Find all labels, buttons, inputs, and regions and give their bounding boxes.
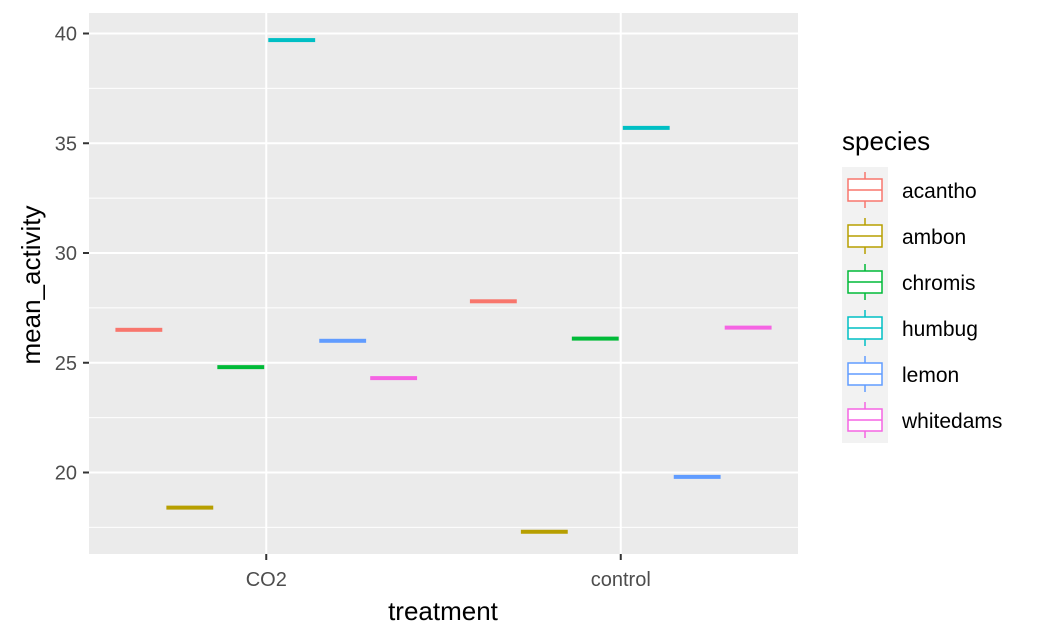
x-axis-title: treatment [388,596,499,626]
major-gridlines [89,13,798,554]
box-ambon-co2 [166,505,214,510]
legend-item-humbug: humbug [842,305,978,351]
box-humbug-co2 [268,38,316,43]
box-acantho-control [469,299,517,304]
y-tick-label: 25 [55,353,77,375]
box-chromis-control [571,336,619,341]
legend-title: species [842,126,930,156]
box-acantho-co2 [115,327,163,332]
panel-background [89,13,798,554]
legend-item-whitedams: whitedams [842,397,1002,443]
legend-label-chromis: chromis [902,272,976,295]
legend-label-acantho: acantho [902,180,977,203]
y-tick-label: 40 [55,24,77,46]
legend-label-ambon: ambon [902,226,966,249]
legend: species acantho ambon chromis humbug lemon wh… [842,126,1002,443]
box-marks [115,38,772,534]
box-lemon-co2 [319,338,367,343]
x-tick-label: CO2 [246,569,287,591]
box-ambon-control [520,529,568,534]
legend-item-ambon: ambon [842,213,966,259]
box-humbug-control [622,125,670,130]
box-whitedams-control [724,325,772,330]
legend-item-lemon: lemon [842,351,959,397]
legend-item-chromis: chromis [842,259,976,305]
minor-gridlines [89,87,798,528]
legend-label-humbug: humbug [902,318,978,341]
y-axis-title: mean_activity [16,206,46,365]
y-tick-label: 35 [55,133,77,155]
box-chromis-co2 [217,365,265,370]
y-axis: 20 25 30 35 40 [55,24,89,485]
legend-label-whitedams: whitedams [901,410,1002,433]
y-tick-label: 20 [55,463,77,485]
box-lemon-control [673,474,721,479]
legend-item-acantho: acantho [842,167,977,213]
x-axis: CO2 control [246,554,651,591]
legend-label-lemon: lemon [902,364,959,387]
y-tick-label: 30 [55,243,77,265]
box-whitedams-co2 [370,376,418,381]
x-tick-label: control [591,569,651,591]
